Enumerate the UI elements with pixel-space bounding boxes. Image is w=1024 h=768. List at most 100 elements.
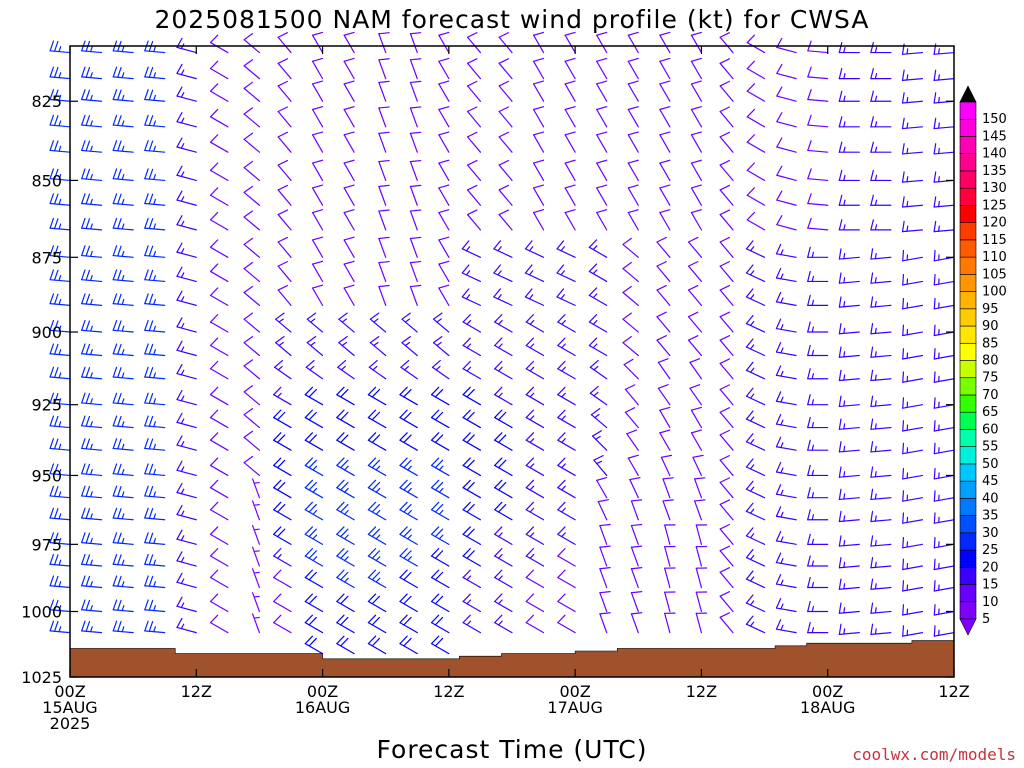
wind-barb <box>775 461 797 477</box>
wind-barb <box>690 80 703 102</box>
wind-barb <box>838 90 860 102</box>
wind-barb <box>81 89 103 102</box>
wind-barb <box>630 523 643 545</box>
wind-barb <box>557 337 576 357</box>
wind-barb <box>367 409 387 429</box>
wind-barb <box>557 614 576 634</box>
wind-barb <box>243 359 261 380</box>
x-tick-label: 16AUG <box>295 698 350 717</box>
wind-barb <box>719 429 734 451</box>
wind-barb <box>498 80 513 102</box>
wind-barb <box>430 501 450 521</box>
y-tick-label: 975 <box>31 535 62 554</box>
wind-barb <box>311 106 324 128</box>
wind-barb <box>494 614 513 634</box>
wind-barb <box>902 274 924 286</box>
wind-barb <box>745 570 766 589</box>
wind-barb <box>870 418 892 430</box>
wind-barb <box>933 420 955 432</box>
wind-barb <box>901 92 924 104</box>
wind-barb <box>367 501 387 521</box>
wind-barb <box>367 457 387 477</box>
wind-barb <box>251 568 261 589</box>
wind-barb <box>304 432 324 451</box>
wind-barb <box>112 463 134 477</box>
x-tick-label: 17AUG <box>547 698 602 717</box>
wind-barb <box>933 69 955 81</box>
wind-barb <box>719 209 734 231</box>
wind-barb <box>745 615 766 634</box>
colorbar-label: 35 <box>982 509 999 524</box>
wind-barb <box>901 117 924 130</box>
colorbar-label: 50 <box>982 457 999 472</box>
wind-barb <box>627 80 639 102</box>
wind-barb <box>438 57 450 80</box>
wind-barb <box>901 171 924 183</box>
wind-barb <box>176 412 197 429</box>
wind-barb <box>430 593 450 613</box>
wind-barb <box>902 468 924 480</box>
wind-barb <box>719 455 734 477</box>
wind-barb <box>664 591 676 613</box>
wind-barb <box>338 312 355 333</box>
wind-barb <box>624 384 639 406</box>
wind-barb <box>304 569 324 589</box>
wind-barb <box>656 284 671 306</box>
wind-barb <box>409 184 422 206</box>
wind-barb <box>461 240 482 258</box>
wind-barb <box>498 184 513 206</box>
wind-barb <box>466 80 482 102</box>
wind-barb <box>462 432 482 451</box>
wind-barb <box>409 32 422 54</box>
wind-barb <box>557 526 576 545</box>
wind-barb <box>775 267 797 283</box>
wind-barb <box>596 106 608 128</box>
wind-barb <box>432 335 450 357</box>
wind-barb <box>462 501 482 521</box>
plot-frame <box>69 45 955 678</box>
wind-barb <box>627 31 639 54</box>
wind-barb <box>431 359 450 380</box>
wind-barb <box>564 131 576 153</box>
wind-barb <box>556 240 576 258</box>
wind-barb <box>176 460 197 477</box>
wind-barb <box>870 623 892 635</box>
wind-barb <box>599 523 611 545</box>
wind-barb <box>438 209 450 231</box>
wind-barb <box>432 312 450 333</box>
wind-barb <box>902 348 924 360</box>
wind-barb <box>838 510 860 523</box>
wind-barb <box>807 294 829 306</box>
wind-barb <box>430 526 450 545</box>
wind-barb <box>378 236 390 258</box>
wind-barb <box>277 209 292 231</box>
wind-barb <box>693 499 706 521</box>
wind-barb <box>209 569 229 589</box>
wind-barb <box>564 106 576 128</box>
wind-barb <box>557 314 576 333</box>
wind-barb <box>337 359 355 380</box>
wind-barb <box>49 485 71 499</box>
wind-barb <box>343 184 355 206</box>
wind-barb <box>209 187 229 206</box>
wind-barb <box>430 635 450 655</box>
credit-link[interactable]: coolwx.com/models <box>852 745 1016 764</box>
wind-barb <box>461 264 482 283</box>
colorbar-label: 110 <box>982 250 1007 265</box>
wind-barb <box>564 57 576 80</box>
wind-barb <box>462 593 482 613</box>
wind-barb <box>599 545 611 567</box>
wind-barb <box>775 574 797 589</box>
wind-barb <box>588 314 608 333</box>
wind-barb <box>838 141 860 153</box>
colorbar-label: 125 <box>982 198 1007 213</box>
x-tick-label: 00Z <box>307 682 338 701</box>
wind-barb <box>599 567 611 589</box>
wind-barb <box>274 359 292 380</box>
wind-barb <box>466 209 482 231</box>
wind-barb <box>367 432 387 451</box>
colorbar-label: 40 <box>982 491 999 506</box>
wind-barb <box>112 507 134 521</box>
wind-barb <box>807 622 829 634</box>
colorbar-label: 20 <box>982 560 999 575</box>
